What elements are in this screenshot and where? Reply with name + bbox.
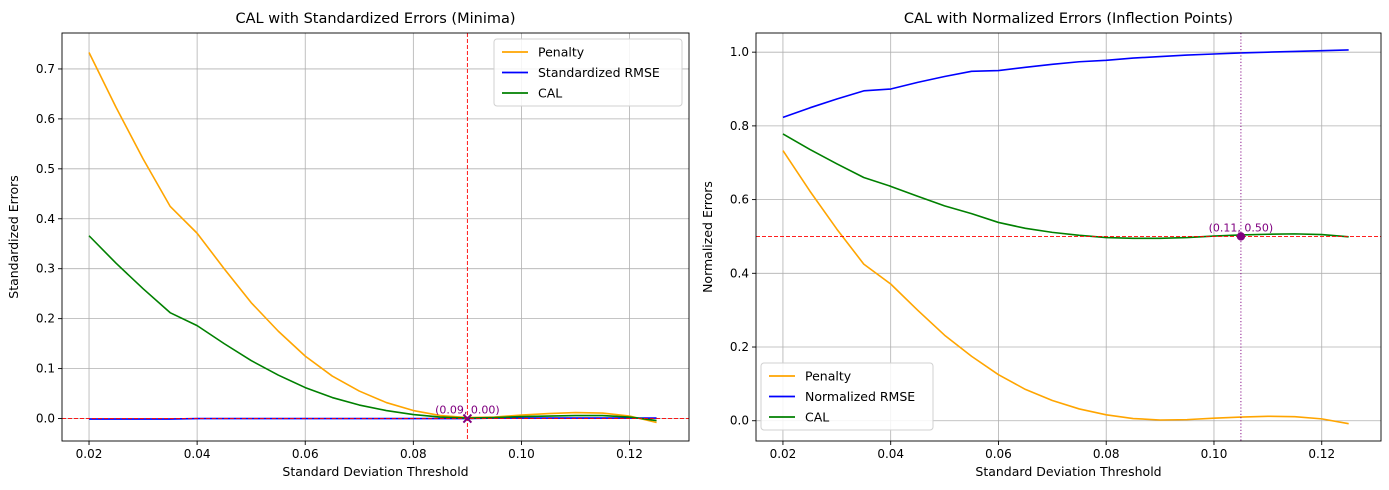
y-tick-label: 0.2: [36, 312, 55, 326]
y-tick-label: 0.6: [36, 112, 55, 126]
legend-box: [760, 362, 934, 431]
series-line-penalty: [782, 150, 1349, 425]
y-tick-label: 0.1: [36, 362, 55, 376]
chart-2: (0.11, 0.50) 0.02 0.04 0.06 0.08 0.10 0.12 0.0 0…: [700, 11, 1382, 479]
chart-1: (0.09, 0.00) 0.02 0.04 0.06 0.08 0.10 0.12 0.0 0…: [6, 11, 690, 479]
series-line-cal: [88, 235, 657, 422]
x-tick-label: 0.02: [76, 447, 103, 461]
y-tick-label: 0.4: [730, 266, 749, 280]
x-axis-label: Standard Deviation Threshold: [975, 464, 1161, 479]
y-tick-label: 0.3: [36, 262, 55, 276]
x-tick-label: 0.10: [1201, 447, 1228, 461]
x-tick-label: 0.08: [400, 447, 427, 461]
marker-annotation: (0.09, 0.00): [435, 404, 500, 417]
marker-x-point: [462, 413, 473, 424]
y-tick-label: 0.2: [730, 340, 749, 354]
x-tick-label: 0.12: [1308, 447, 1335, 461]
x-tick-label: 0.12: [616, 447, 643, 461]
y-tick-label: 0.0: [36, 412, 55, 426]
legend-label-standardized-rmse: Standardized RMSE: [538, 65, 660, 80]
series-line-normalized-rmse: [782, 49, 1349, 119]
y-tick-label: 1.0: [730, 45, 749, 59]
y-tick-label: 0.8: [730, 119, 749, 133]
legend-label-penalty: Penalty: [805, 369, 852, 384]
legend: Penalty Normalized RMSE CAL: [760, 362, 934, 431]
x-tick-label: 0.06: [985, 447, 1012, 461]
series-line-cal: [782, 133, 1349, 240]
axes-frame: [61, 32, 690, 442]
legend: Penalty Standardized RMSE CAL: [493, 38, 683, 107]
y-axis-label: Normalized Errors: [700, 181, 715, 293]
x-tick-label: 0.02: [770, 447, 797, 461]
legend-label-penalty: Penalty: [538, 45, 585, 60]
y-axis-label: Standardized Errors: [6, 175, 21, 298]
y-tick-label: 0.0: [730, 414, 749, 428]
legend-label-cal: CAL: [538, 86, 562, 101]
legend-label-cal: CAL: [805, 410, 829, 425]
marker-circle-point: [1236, 232, 1246, 241]
x-tick-label: 0.10: [508, 447, 535, 461]
x-axis-label: Standard Deviation Threshold: [282, 464, 468, 479]
x-tick-label: 0.08: [1093, 447, 1120, 461]
x-tick-label: 0.06: [292, 447, 319, 461]
x-tick-label: 0.04: [184, 447, 211, 461]
series-line-penalty: [88, 52, 657, 424]
x-tick-label: 0.04: [877, 447, 904, 461]
legend-label-normalized-rmse: Normalized RMSE: [805, 389, 915, 404]
chart-title: CAL with Standardized Errors (Minima): [235, 11, 515, 27]
y-tick-label: 0.6: [730, 193, 749, 207]
chart-title: CAL with Normalized Errors (Inflection P…: [904, 11, 1233, 27]
axes-frame: [755, 32, 1382, 442]
y-tick-label: 0.7: [36, 62, 55, 76]
y-tick-label: 0.4: [36, 212, 55, 226]
y-tick-label: 0.5: [36, 162, 55, 176]
legend-box: [493, 38, 683, 107]
plot-area: [756, 33, 1381, 441]
plot-area: [62, 33, 689, 441]
marker-annotation: (0.11, 0.50): [1209, 221, 1274, 234]
